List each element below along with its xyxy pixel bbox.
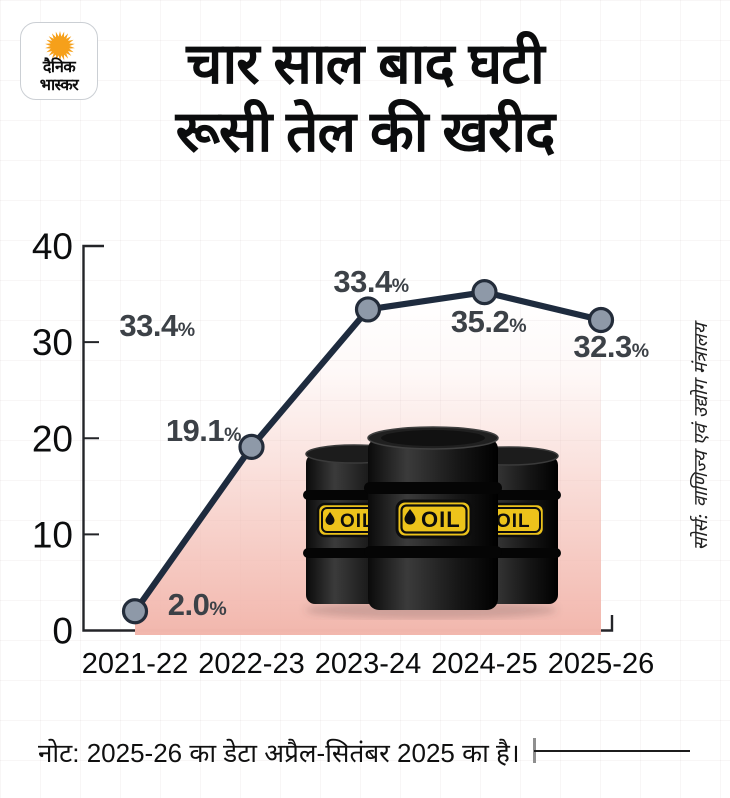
- logo-text: दैनिक भास्कर: [21, 59, 97, 95]
- oil-plate-center: [395, 499, 473, 539]
- axis-lines: [82, 244, 614, 632]
- source-credit: सोर्स: वाणिज्य एवं उद्योग मंत्रालय: [690, 323, 712, 551]
- y-tick-label: 30: [32, 322, 73, 363]
- sun-icon: [45, 31, 75, 61]
- value-label: 33.4%: [119, 308, 194, 343]
- data-point-marker: [238, 433, 265, 461]
- value-label: 35.2%: [451, 304, 526, 339]
- oil-plate-text: OIL: [496, 511, 531, 532]
- value-label: 2.0%: [168, 587, 227, 622]
- oil-plate-text: OIL: [340, 511, 375, 532]
- title-line1: चार साल बाद घटी: [186, 32, 544, 96]
- y-tick-label: 20: [32, 418, 73, 459]
- x-category-label: 2021-22: [82, 648, 188, 680]
- x-category-label: 2025-26: [548, 648, 654, 680]
- value-label: 19.1%: [166, 413, 241, 448]
- logo-line2: भास्कर: [39, 76, 79, 94]
- logo-line1: दैनिक: [42, 59, 76, 76]
- title-line2: रूसी तेल की खरीद: [175, 100, 556, 165]
- oil-plate-text: OIL: [421, 507, 461, 532]
- data-point-marker: [121, 598, 149, 625]
- data-point-marker: [587, 306, 615, 334]
- oil-barrel-center: OIL: [364, 426, 502, 610]
- x-category-label: 2022-23: [198, 648, 304, 680]
- value-label: 33.4%: [333, 264, 408, 299]
- footnote-rule-line: [534, 750, 690, 752]
- value-label: 32.3%: [573, 329, 648, 364]
- x-category-label: 2024-25: [431, 648, 537, 680]
- data-point-marker: [471, 279, 498, 306]
- y-tick-label: 0: [52, 611, 73, 652]
- footnote-text: नोट: 2025-26 का डेटा अप्रैल-सितंबर 2025 …: [38, 738, 520, 768]
- oil-drop-icon: [325, 512, 335, 525]
- y-tick-label: 10: [32, 514, 73, 555]
- oil-barrels-illustration: OIL OIL OIL: [303, 426, 561, 619]
- data-point-marker: [354, 296, 382, 323]
- page-title: चार साल बाद घटी रूसी तेल की खरीद: [0, 30, 730, 167]
- oil-drop-icon: [404, 509, 416, 525]
- y-tick-label: 40: [32, 226, 73, 267]
- dainik-bhaskar-logo: दैनिक भास्कर: [20, 22, 98, 100]
- x-category-label: 2023-24: [315, 648, 421, 680]
